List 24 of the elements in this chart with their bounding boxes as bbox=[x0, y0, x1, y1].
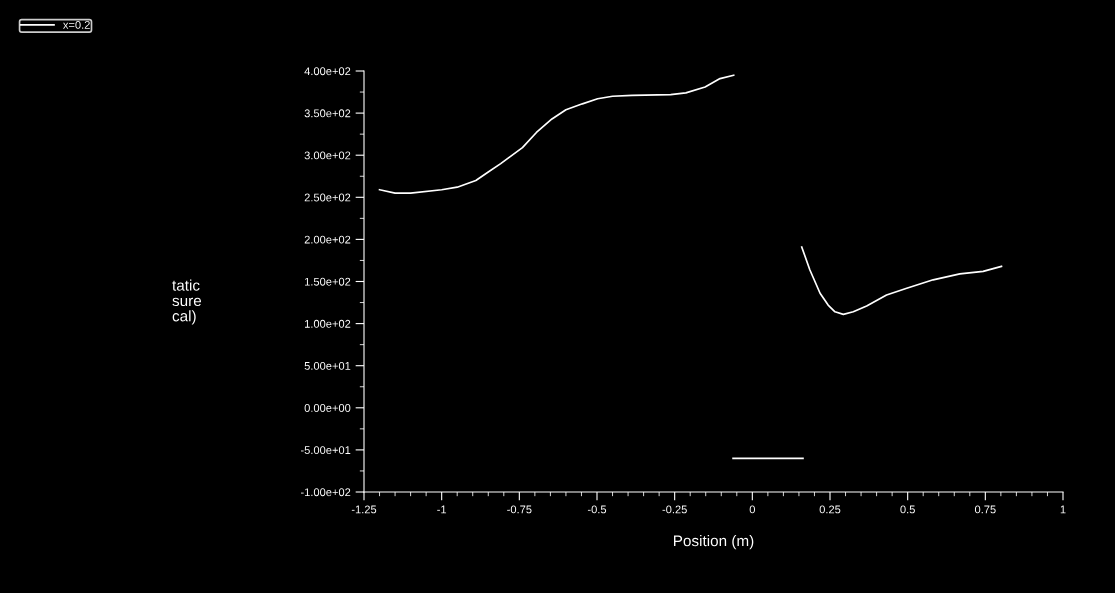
y-tick-label: 5.00e+01 bbox=[304, 361, 351, 370]
x-tick-label: 0.75 bbox=[974, 505, 996, 514]
x-tick-label: 0.25 bbox=[819, 505, 841, 514]
y-tick-label: 0.00e+00 bbox=[304, 404, 351, 412]
x-tick-label: 1 bbox=[1060, 505, 1066, 514]
y-tick-label: 1.50e+02 bbox=[305, 277, 351, 286]
y-tick-label: 3.00e+02 bbox=[304, 151, 351, 160]
text: tatic sure cal) bbox=[172, 279, 202, 325]
x-tick-label: -0.75 bbox=[507, 505, 532, 514]
y-tick-label: 2.00e+02 bbox=[304, 235, 351, 244]
x-tick-label: -1.25 bbox=[351, 505, 377, 514]
legend-label: x=0.2 bbox=[63, 20, 90, 29]
x-tick-label: -0.5 bbox=[587, 505, 607, 514]
y-tick-label: 1.00e+02 bbox=[305, 319, 351, 328]
x-tick-label: -0.25 bbox=[662, 505, 687, 514]
y-tick-label: -1.00e+02 bbox=[300, 488, 351, 497]
x-tick-label: 0.5 bbox=[900, 505, 915, 514]
y-tick-label: 4.00e+02 bbox=[304, 67, 351, 76]
x-tick-label: 0 bbox=[749, 505, 755, 514]
x-tick-label: -1 bbox=[437, 505, 447, 514]
y-tick-label: 2.50e+02 bbox=[304, 193, 351, 202]
x-axis-title: Position (m) bbox=[674, 535, 754, 550]
y-tick-label: 3.50e+02 bbox=[304, 109, 351, 118]
y-tick-label: -5.00e+01 bbox=[300, 446, 351, 455]
